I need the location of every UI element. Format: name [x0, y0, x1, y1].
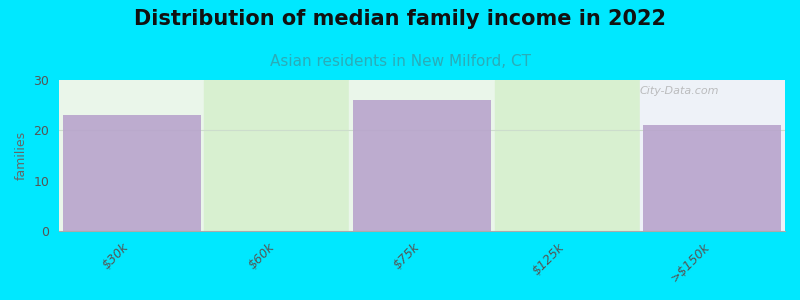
Y-axis label: families: families	[15, 131, 28, 180]
Text: City-Data.com: City-Data.com	[640, 86, 719, 96]
Text: Asian residents in New Milford, CT: Asian residents in New Milford, CT	[270, 54, 530, 69]
Bar	[59, 80, 204, 231]
Bar	[494, 80, 640, 231]
Bar	[62, 115, 201, 231]
Bar	[353, 100, 491, 231]
Bar	[350, 80, 494, 231]
Bar	[643, 125, 782, 231]
Text: Distribution of median family income in 2022: Distribution of median family income in …	[134, 9, 666, 29]
Bar	[640, 80, 785, 231]
Bar	[204, 80, 350, 231]
